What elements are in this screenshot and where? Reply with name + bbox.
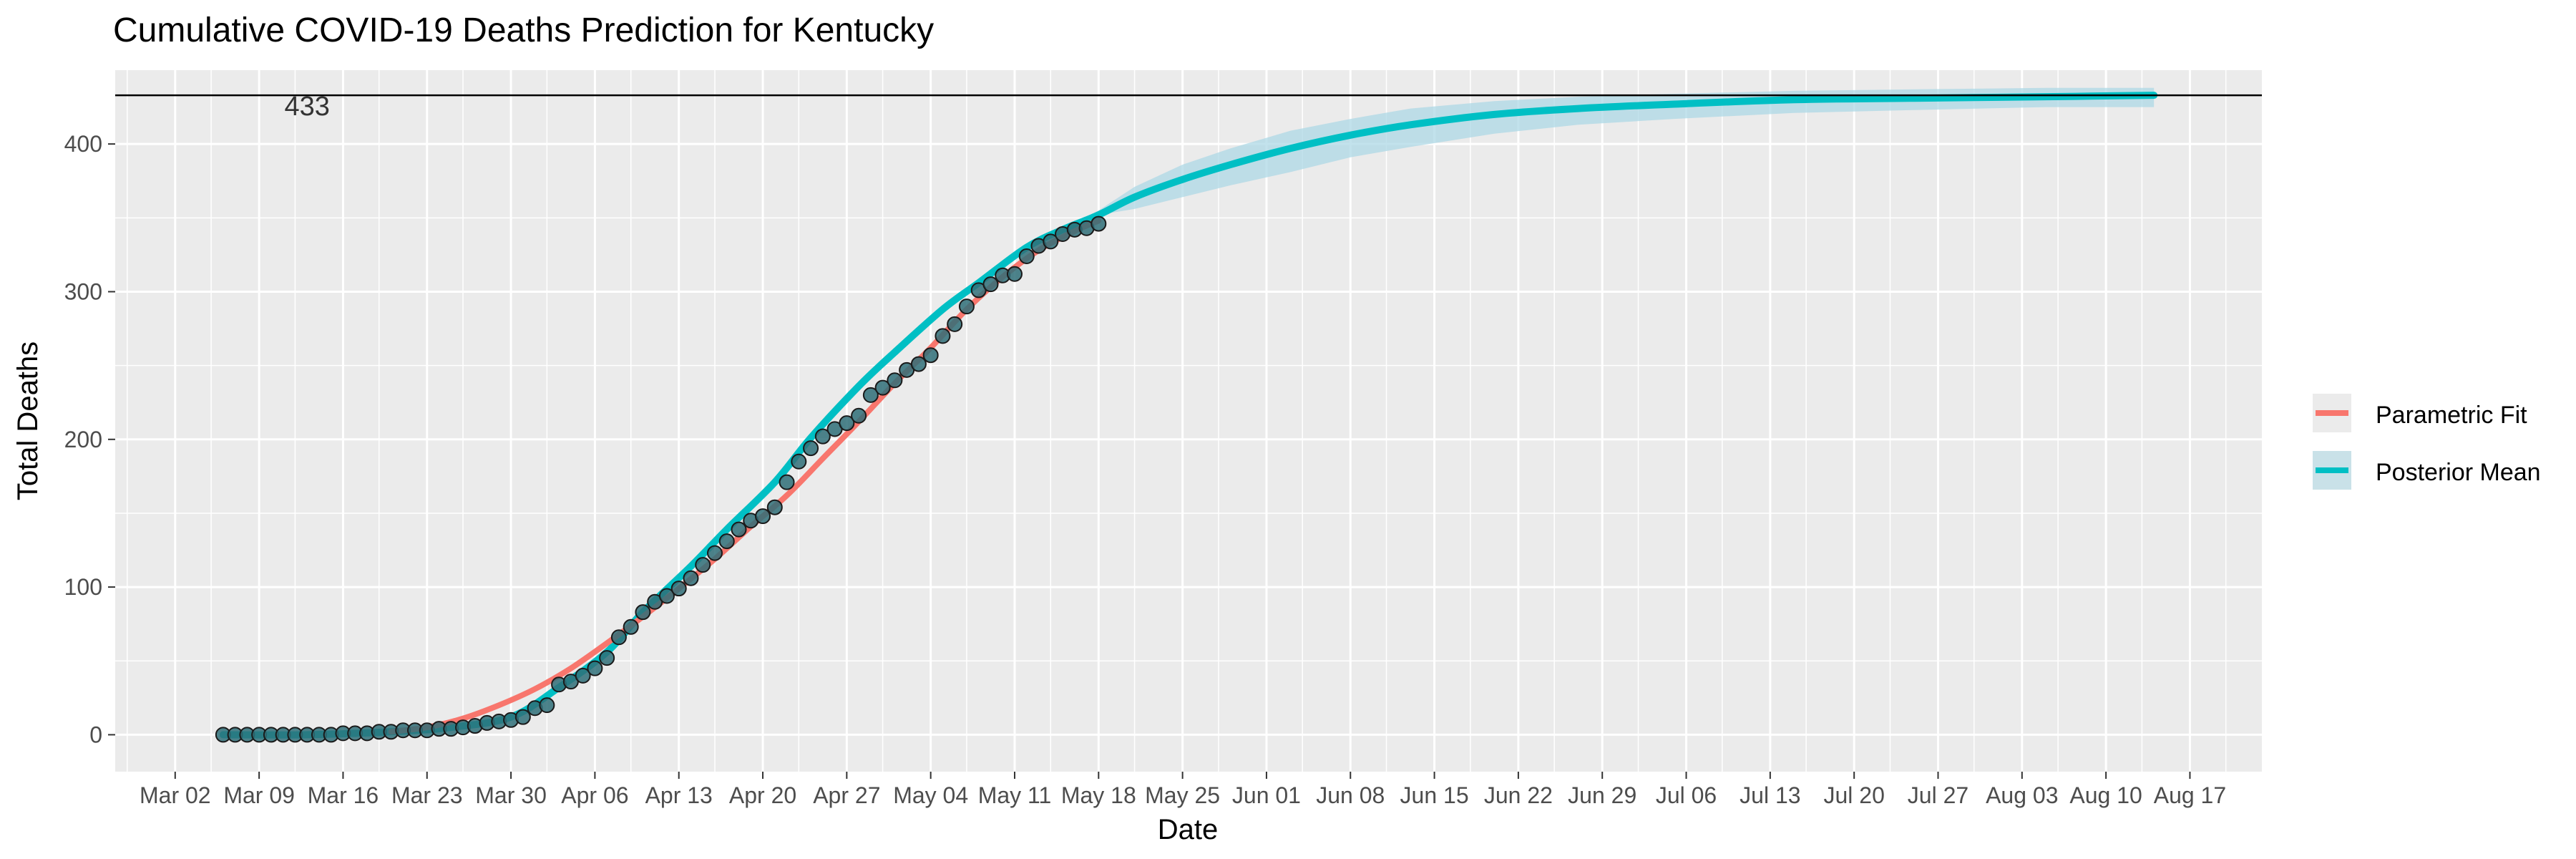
- observed-point: [791, 453, 807, 470]
- observed-point: [839, 415, 855, 432]
- x-tick-label: Apr 20: [729, 782, 796, 808]
- observed-points: [215, 215, 1107, 743]
- x-tick-label: Apr 27: [813, 782, 880, 808]
- observed-point: [910, 356, 927, 372]
- observed-point: [658, 588, 675, 604]
- observed-point: [599, 650, 615, 666]
- legend: Parametric Fit Posterior Mean: [2313, 394, 2541, 490]
- observed-point: [814, 428, 831, 445]
- observed-point: [706, 545, 723, 561]
- x-tick-label: May 04: [893, 782, 968, 808]
- observed-point: [718, 533, 735, 550]
- observed-point: [587, 660, 603, 676]
- x-tick-label: Mar 30: [475, 782, 547, 808]
- x-tick-label: Jun 08: [1316, 782, 1385, 808]
- x-axis: Mar 02 Mar 09 Mar 16 Mar 23 Mar 30 Apr 06 Apr …: [140, 772, 2226, 808]
- observed-point: [874, 379, 891, 396]
- observed-point: [635, 604, 651, 621]
- x-tick-label: Jun 29: [1568, 782, 1636, 808]
- x-tick-label: Jun 22: [1484, 782, 1553, 808]
- observed-point: [670, 581, 687, 597]
- x-axis-title: Date: [1158, 814, 1219, 845]
- observed-point: [514, 709, 531, 725]
- observed-point: [1018, 248, 1035, 264]
- observed-point: [851, 407, 867, 424]
- observed-point: [575, 667, 591, 684]
- y-axis-title: Total Deaths: [12, 341, 44, 500]
- observed-point: [1091, 215, 1107, 232]
- x-tick-label: Apr 06: [561, 782, 628, 808]
- x-tick-label: Mar 09: [223, 782, 295, 808]
- y-tick-label: 100: [64, 574, 102, 600]
- chart-title: Cumulative COVID-19 Deaths Prediction fo…: [113, 11, 934, 49]
- observed-point: [610, 629, 627, 646]
- asymptote-label: 433: [284, 92, 329, 122]
- x-tick-label: May 25: [1145, 782, 1220, 808]
- y-tick-label: 200: [64, 427, 102, 452]
- observed-point: [683, 570, 699, 586]
- observed-point: [862, 387, 879, 403]
- observed-point: [731, 521, 747, 538]
- y-tick-label: 400: [64, 131, 102, 157]
- x-tick-label: Aug 10: [2069, 782, 2142, 808]
- observed-point: [922, 347, 939, 364]
- observed-point: [1006, 266, 1023, 282]
- observed-point: [982, 276, 999, 293]
- x-tick-label: Jul 13: [1740, 782, 1800, 808]
- x-tick-label: May 18: [1061, 782, 1136, 808]
- y-axis: 0 100 200 300 400: [64, 131, 115, 747]
- x-tick-label: Mar 16: [308, 782, 379, 808]
- x-tick-label: May 11: [978, 782, 1052, 808]
- reference-line: 433: [115, 92, 2262, 122]
- x-tick-label: Jun 01: [1232, 782, 1301, 808]
- observed-point: [935, 328, 951, 344]
- observed-point: [803, 440, 819, 457]
- observed-point: [887, 372, 903, 389]
- observed-point: [539, 697, 555, 714]
- x-tick-label: Jul 06: [1656, 782, 1717, 808]
- observed-point: [695, 557, 711, 573]
- y-tick-label: 300: [64, 278, 102, 304]
- grid-major: [115, 70, 2262, 772]
- x-tick-label: Aug 03: [1986, 782, 2058, 808]
- observed-point: [766, 499, 783, 515]
- observed-point: [779, 474, 795, 490]
- observed-point: [755, 508, 771, 525]
- y-tick-label: 0: [89, 722, 102, 747]
- observed-point: [623, 618, 639, 635]
- observed-point: [1043, 233, 1059, 250]
- observed-point: [947, 316, 963, 332]
- x-tick-label: Jul 27: [1908, 782, 1968, 808]
- grid-minor: [115, 70, 2262, 772]
- x-tick-label: Jul 20: [1823, 782, 1884, 808]
- observed-point: [958, 299, 975, 315]
- x-tick-label: Mar 02: [140, 782, 211, 808]
- x-tick-label: Mar 23: [391, 782, 463, 808]
- x-tick-label: Aug 17: [2154, 782, 2226, 808]
- legend-label-posterior-mean: Posterior Mean: [2376, 459, 2541, 486]
- x-tick-label: Apr 13: [645, 782, 713, 808]
- x-tick-label: Jun 15: [1400, 782, 1469, 808]
- legend-label-parametric-fit: Parametric Fit: [2376, 402, 2527, 429]
